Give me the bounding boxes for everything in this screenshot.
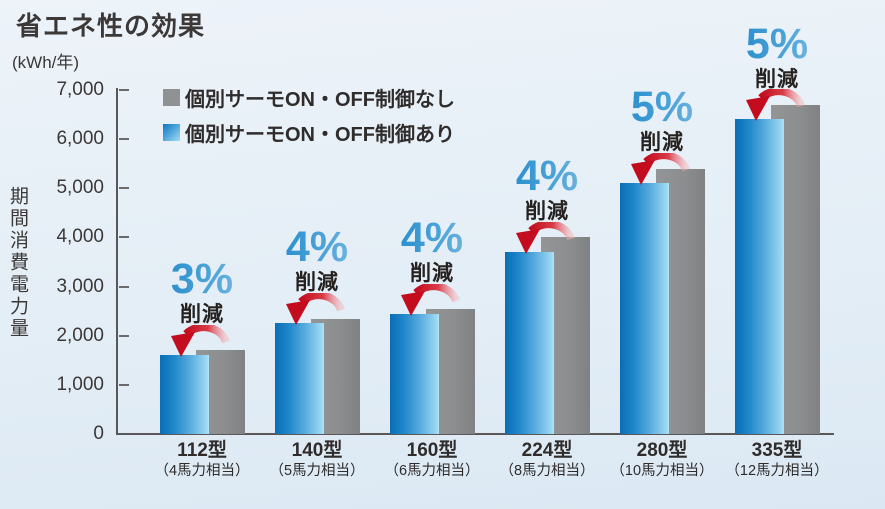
bar-with-control	[390, 313, 439, 434]
legend-item-with-control: 個別サーモON・OFF制御あり	[163, 118, 455, 147]
y-tick-mark	[119, 89, 129, 91]
reduction-arrow-icon	[168, 323, 230, 361]
reduction-percent: 5%	[587, 86, 737, 129]
reduction-word: 削減	[525, 200, 569, 224]
x-category-label: 160型 （6馬力相当）	[357, 440, 507, 480]
y-tick-label: 5,000	[56, 177, 104, 199]
bar-with-control	[275, 323, 324, 434]
y-tick-label: 4,000	[56, 226, 104, 248]
reduction-word: 削減	[755, 67, 799, 91]
bar-with-control	[620, 183, 669, 434]
gray-square-icon	[163, 89, 180, 106]
y-tick-label: 1,000	[56, 373, 104, 395]
legend: 個別サーモON・OFF制御なし 個別サーモON・OFF制御あり	[163, 83, 455, 147]
reduction-arrow-icon	[398, 281, 460, 320]
category-note: （8馬力相当）	[499, 462, 595, 479]
y-tick-mark	[119, 187, 129, 190]
bar-with-control	[160, 355, 209, 434]
category-model: 280型	[636, 440, 688, 461]
y-tick-mark	[119, 334, 129, 337]
reduction-percent: 3%	[127, 258, 277, 301]
legend-item-no-control: 個別サーモON・OFF制御なし	[163, 83, 455, 112]
reduction-word: 削減	[640, 131, 684, 155]
category-note: （4馬力相当）	[154, 462, 250, 479]
reduction-word: 削減	[410, 261, 454, 285]
y-axis-title: 期間消費電力量	[7, 186, 28, 340]
x-category-label: 224型 （8馬力相当）	[472, 440, 622, 480]
reduction-percent: 5%	[702, 22, 852, 66]
reduction-annotation: 5% 削減	[587, 86, 737, 155]
reduction-annotation: 4% 削減	[472, 155, 622, 224]
category-model: 140型	[291, 440, 343, 461]
reduction-annotation: 5% 削減	[702, 22, 852, 91]
reduction-percent: 4%	[357, 216, 507, 260]
reduction-word: 削減	[180, 303, 224, 327]
y-tick-label: 2,000	[56, 324, 104, 346]
reduction-annotation: 4% 削減	[242, 226, 392, 295]
y-tick-label: 0	[93, 423, 104, 444]
x-category-label: 335型 （12馬力相当）	[702, 440, 852, 480]
x-category-label: 280型 （10馬力相当）	[587, 440, 737, 480]
reduction-annotation: 3% 削減	[127, 258, 277, 327]
y-axis-unit-label: (kWh/年)	[12, 53, 80, 72]
reduction-arrow-icon	[283, 291, 345, 329]
bar-with-control	[505, 252, 554, 434]
reduction-arrow-icon	[628, 151, 690, 189]
reduction-arrow-icon	[743, 87, 805, 125]
category-note: （12馬力相当）	[725, 462, 829, 479]
category-model: 112型	[177, 440, 227, 461]
reduction-word: 削減	[295, 271, 339, 295]
legend-label: 個別サーモON・OFF制御あり	[185, 124, 455, 146]
category-model: 160型	[406, 440, 458, 461]
y-tick-mark	[119, 285, 129, 288]
reduction-percent: 4%	[242, 226, 392, 269]
reduction-arrow-icon	[513, 220, 575, 258]
y-tick-mark	[119, 138, 129, 141]
category-model: 224型	[521, 440, 573, 461]
reduction-annotation: 4% 削減	[357, 216, 507, 285]
y-tick-label: 6,000	[56, 128, 104, 150]
category-note: （10馬力相当）	[610, 462, 714, 479]
legend-label: 個別サーモON・OFF制御なし	[185, 89, 455, 111]
y-tick-label: 7,000	[56, 79, 104, 100]
y-tick-label: 3,000	[56, 275, 104, 297]
page-title: 省エネ性の効果	[16, 11, 206, 41]
reduction-percent: 4%	[472, 155, 622, 198]
category-note: （6馬力相当）	[384, 462, 480, 479]
x-axis-line	[116, 433, 834, 435]
bar-with-control	[735, 119, 784, 434]
blue-gradient-square-icon	[163, 124, 180, 141]
category-note: （5馬力相当）	[269, 462, 365, 479]
x-category-label: 112型 （4馬力相当）	[127, 440, 277, 480]
y-tick-mark	[119, 236, 129, 239]
category-model: 335型	[751, 440, 803, 461]
y-tick-mark	[119, 383, 129, 386]
y-axis-line	[116, 88, 118, 435]
x-category-label: 140型 （5馬力相当）	[242, 440, 392, 480]
